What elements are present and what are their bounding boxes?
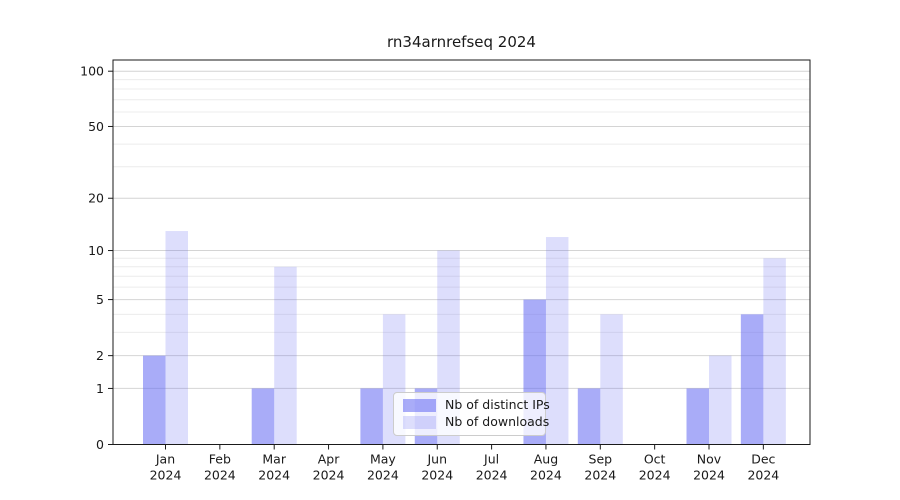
legend-label-downloads: Nb of downloads	[445, 414, 550, 430]
x-tick-label: Jul 2024	[476, 452, 508, 483]
bar	[360, 388, 383, 445]
x-tick-label: Dec 2024	[747, 452, 779, 483]
bar	[545, 237, 569, 445]
y-tick-label: 2	[96, 348, 104, 363]
bar	[577, 388, 601, 445]
x-tick-label: May 2024	[367, 452, 399, 483]
y-tick-label: 50	[88, 119, 104, 134]
legend: Nb of distinct IPs Nb of downloads	[393, 392, 550, 436]
bar	[165, 231, 188, 445]
x-tick-label: Mar 2024	[258, 452, 290, 483]
legend-swatch-downloads	[403, 416, 436, 429]
bar	[251, 388, 275, 445]
x-tick-label: Apr 2024	[313, 452, 345, 483]
x-tick-label: Nov 2024	[693, 452, 725, 483]
bar	[763, 258, 786, 445]
x-tick-label: Jan 2024	[150, 452, 182, 483]
legend-item-distinct-ips: Nb of distinct IPs	[403, 398, 550, 413]
x-tick-label: Aug 2024	[530, 452, 562, 483]
bar	[600, 314, 623, 445]
y-tick-label: 100	[80, 64, 104, 79]
bar	[143, 355, 166, 445]
plot-border	[112, 59, 811, 445]
bar	[709, 355, 732, 445]
legend-label-distinct-ips: Nb of distinct IPs	[445, 397, 550, 413]
y-tick-label: 1	[96, 381, 104, 396]
y-tick-label: 5	[96, 292, 104, 307]
y-tick-label: 0	[96, 437, 104, 452]
chart-title: rn34arnrefseq 2024	[387, 33, 536, 51]
y-tick-label: 10	[88, 243, 104, 258]
legend-swatch-distinct-ips	[403, 399, 436, 412]
bar	[686, 388, 709, 445]
legend-item-downloads: Nb of downloads	[403, 415, 549, 430]
x-tick-label: Oct 2024	[639, 452, 671, 483]
y-tick-label: 20	[88, 191, 104, 206]
bar	[274, 266, 297, 445]
bar	[740, 314, 764, 445]
x-tick-label: Feb 2024	[204, 452, 236, 483]
x-tick-label: Sep 2024	[584, 452, 616, 483]
x-tick-label: Jun 2024	[421, 452, 453, 483]
